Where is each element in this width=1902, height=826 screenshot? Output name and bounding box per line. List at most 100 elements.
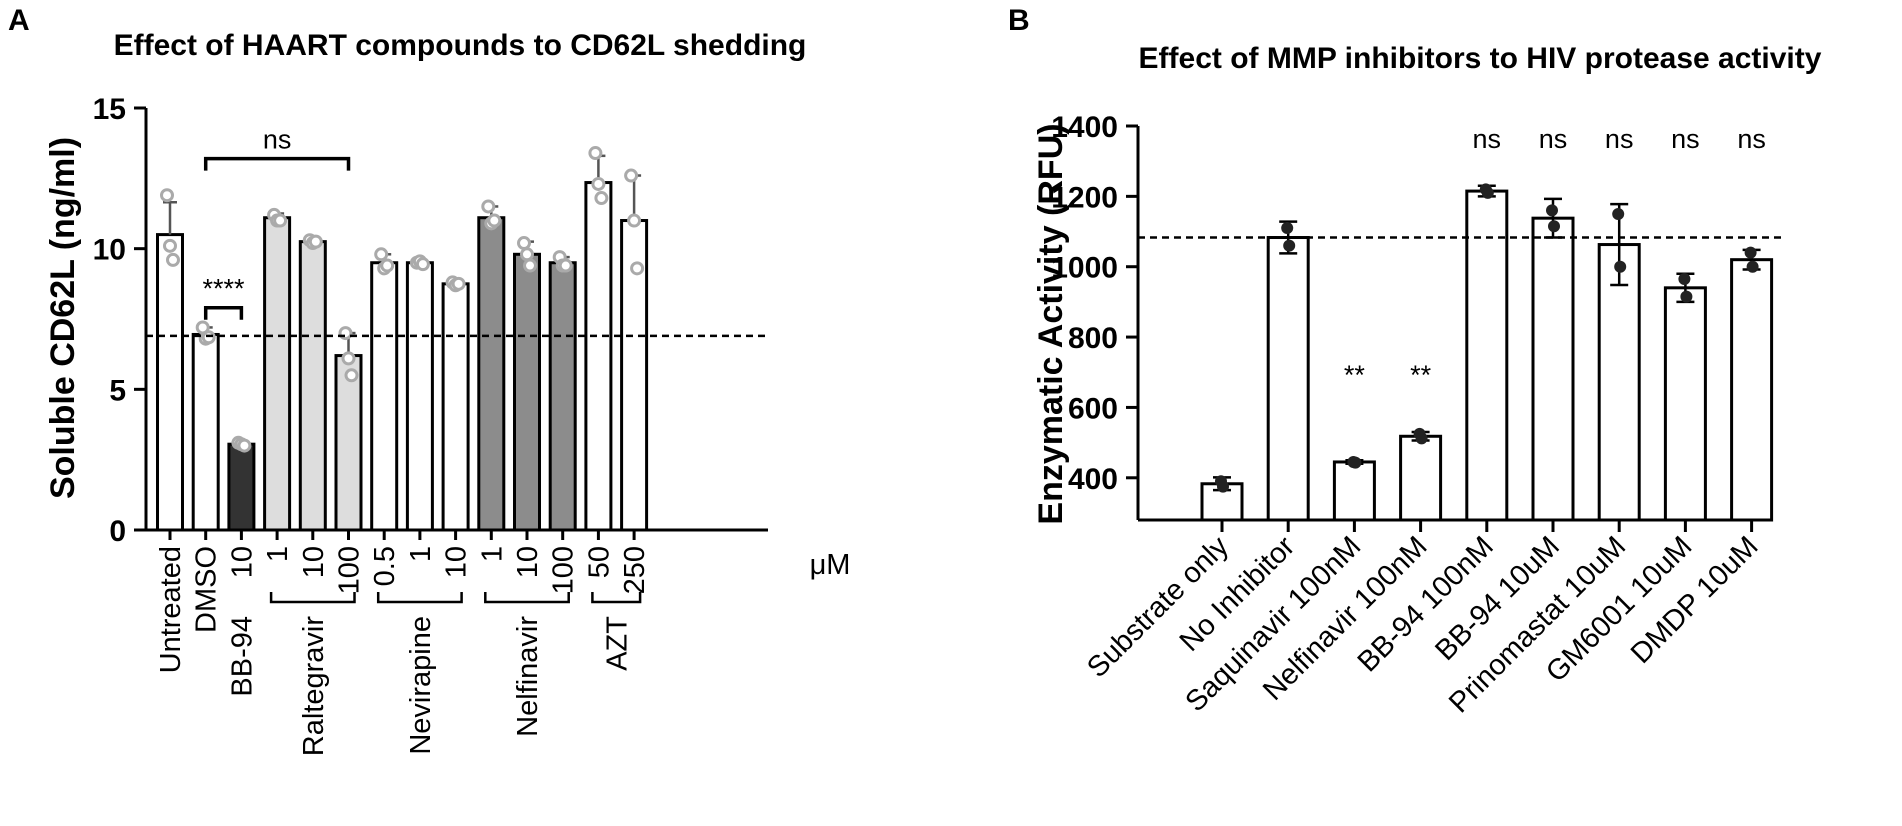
- panel-b-ytick-label: 1000: [1051, 252, 1118, 285]
- panel-b-ytick-label: 800: [1068, 322, 1118, 355]
- panel-a-significance-bracket: [203, 156, 351, 171]
- panel-a-data-point: [588, 146, 603, 161]
- panel-a-group-label: BB-94: [226, 616, 258, 697]
- panel-a-ytick-label: 0: [109, 515, 126, 548]
- panel-a-data-point: [374, 247, 389, 262]
- panel-a-significance-bracket: [203, 305, 244, 320]
- panel-b-significance-label: ns: [1737, 124, 1766, 154]
- panel-b-bar: [1399, 434, 1443, 522]
- panel-b-bar: [1531, 216, 1575, 522]
- panel-b-data-point: [1612, 207, 1625, 220]
- panel-a-xtick-label: 10: [298, 546, 330, 578]
- panel-a-data-point: [415, 257, 430, 272]
- panel-a-data-point: [481, 199, 496, 214]
- panel-b-bar: [1663, 286, 1707, 522]
- panel-a-data-point: [517, 236, 531, 251]
- panel-b-significance-label: **: [1344, 360, 1366, 390]
- panel-a-group-bracket: [376, 592, 463, 604]
- panel-a-ytick-label: 5: [109, 374, 126, 407]
- panel-a-xtick-label: 1: [262, 546, 294, 562]
- panel-a-data-point: [201, 330, 216, 345]
- panel-b-data-point: [1744, 246, 1757, 259]
- panel-b-title: Effect of MMP inhibitors to HIV protease…: [1139, 42, 1822, 75]
- panel-a-group-label: Nelfinavir: [512, 616, 544, 737]
- panel-a-unit-label: μM: [810, 549, 851, 581]
- panel-a-letter: A: [8, 4, 30, 37]
- panel-a-data-point: [591, 176, 606, 191]
- panel-b-data-point: [1746, 260, 1759, 273]
- panel-a-data-point: [273, 213, 288, 228]
- panel-a-data-point: [341, 351, 356, 366]
- panel-a-data-point: [558, 258, 573, 273]
- panel-a-bar: [477, 216, 506, 532]
- panel-a-data-point: [487, 213, 502, 228]
- panel-a-data-point: [166, 252, 180, 267]
- panel-a-group-label: Raltegravir: [298, 616, 330, 757]
- panel-b-bar: [1200, 482, 1244, 522]
- panel-a-ytick-label: 10: [93, 234, 126, 267]
- panel-a-significance-label: ns: [263, 125, 292, 155]
- panel-a-xtick-label: 100: [548, 546, 580, 594]
- panel-b-ylabel: Enzymatic Activity (RFU): [1032, 123, 1070, 524]
- panel-b-data-point: [1678, 273, 1691, 286]
- panel-b-data-point: [1481, 186, 1494, 199]
- panel-a-xtick-label: Untreated: [155, 546, 187, 673]
- panel-a-significance-label: ****: [203, 274, 246, 304]
- panel-b-ytick-label: 1400: [1051, 111, 1118, 144]
- panel-a-group-bracket: [269, 592, 356, 604]
- panel-a-bar: [227, 442, 256, 532]
- panel-b-data-point: [1283, 239, 1296, 252]
- panel-a-bar: [263, 216, 292, 532]
- panel-b-data-point: [1217, 480, 1229, 493]
- panel-b-bar: [1266, 236, 1310, 522]
- panel-b-bar: [1465, 189, 1509, 522]
- panel-b-data-point: [1415, 432, 1428, 445]
- panel-a-data-point: [163, 238, 177, 253]
- panel-a-title: Effect of HAART compounds to CD62L shedd…: [114, 29, 807, 62]
- panel-a-data-point: [308, 234, 323, 249]
- panel-a-data-point: [344, 368, 359, 383]
- panel-a-bar: [548, 261, 577, 532]
- panel-a-xtick-label: 0.5: [369, 546, 401, 586]
- panel-a-xtick-label: 250: [619, 546, 651, 594]
- panel-a-xtick-label: DMSO: [191, 546, 223, 633]
- panel-b-significance-label: ns: [1671, 124, 1700, 154]
- panel-a-data-point: [237, 438, 252, 453]
- panel-a-bar: [441, 282, 470, 532]
- panel-a-group-bracket: [591, 592, 642, 604]
- panel-b-data-point: [1281, 222, 1294, 235]
- panel-a-xtick-label: 10: [441, 546, 473, 578]
- panel-b-data-point: [1614, 260, 1627, 273]
- panel-a-bar: [513, 252, 541, 532]
- panel-a-bar: [405, 261, 434, 532]
- panel-b-bar: [1730, 258, 1774, 522]
- panel-b-significance-label: ns: [1605, 124, 1634, 154]
- panel-a-bar: [156, 233, 184, 532]
- panel-b-data-point: [1546, 204, 1558, 217]
- panel-a-group-bracket: [484, 592, 570, 604]
- panel-a-bar: [334, 354, 363, 532]
- panel-a-bar: [370, 261, 399, 532]
- panel-a-xtick-label: 10: [512, 546, 544, 578]
- panel-a-data-point: [627, 213, 642, 228]
- panel-b-ytick-label: 600: [1068, 392, 1118, 425]
- panel-a-group-label: AZT: [601, 616, 633, 671]
- panel-a-data-point: [160, 188, 174, 203]
- panel-a-ytick-label: 15: [93, 93, 126, 126]
- panel-a-data-point: [380, 258, 395, 273]
- panel-a-ylabel: Soluble CD62L (ng/ml): [44, 137, 82, 499]
- panel-b-data-point: [1680, 290, 1693, 303]
- panel-a-data-point: [520, 247, 534, 262]
- panel-a-xtick-label: 1: [405, 546, 437, 562]
- panel-a-bar: [298, 240, 327, 532]
- panel-a-xtick-label: 1: [476, 546, 508, 562]
- panel-a-bar: [584, 181, 613, 532]
- panel-a-data-point: [451, 276, 466, 291]
- panel-a-data-point: [594, 191, 609, 206]
- panel-b-data-point: [1349, 456, 1362, 469]
- panel-a-data-point: [523, 258, 537, 273]
- panel-b-data-point: [1548, 220, 1560, 233]
- panel-a-data-point: [624, 168, 639, 183]
